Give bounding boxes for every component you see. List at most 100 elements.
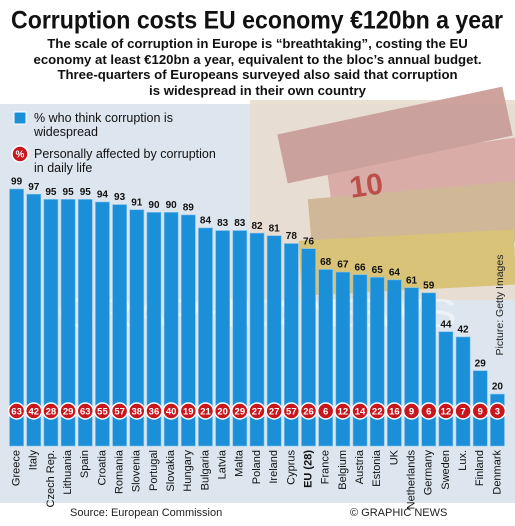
affected-label: 6 — [426, 407, 431, 418]
bar — [95, 201, 110, 447]
value-label: 67 — [337, 260, 349, 271]
bar — [112, 204, 127, 447]
bar — [490, 393, 505, 447]
affected-label: 16 — [389, 407, 400, 418]
value-label: 20 — [492, 382, 504, 393]
affected-marker — [265, 402, 283, 420]
bar — [335, 271, 351, 447]
x-tick-label: Bulgaria — [199, 449, 211, 490]
bar — [301, 248, 316, 447]
x-tick-label: Malta — [234, 449, 246, 477]
legend-label: % who think corruption is widespread — [34, 111, 173, 139]
x-tick-label: Romania — [114, 449, 126, 494]
x-tick-label: Belgium — [337, 450, 349, 490]
x-tick-label: Croatia — [96, 449, 108, 485]
x-tick-label: Slovenia — [131, 449, 143, 492]
value-label: 78 — [286, 231, 298, 242]
value-label: 95 — [45, 187, 57, 198]
value-label: 99 — [11, 177, 23, 188]
svg-text:10: 10 — [347, 167, 385, 204]
affected-label: 14 — [355, 407, 366, 418]
affected-marker — [213, 402, 232, 420]
affected-label: 12 — [338, 407, 349, 418]
x-tick-label: France — [320, 450, 332, 484]
value-label: 83 — [217, 218, 229, 229]
affected-label: 9 — [478, 407, 483, 418]
affected-label: 29 — [63, 407, 74, 418]
affected-marker — [110, 402, 129, 420]
x-tick-label: Finland — [474, 450, 486, 486]
affected-label: 6 — [323, 407, 328, 418]
affected-label: 9 — [409, 407, 414, 418]
bar — [60, 199, 76, 447]
x-tick-label: Cyprus — [285, 450, 297, 485]
bar — [163, 212, 179, 447]
copyright: © GRAPHIC NEWS — [350, 507, 447, 519]
affected-marker — [454, 402, 472, 420]
affected-label: 42 — [28, 407, 39, 418]
affected-marker — [248, 402, 266, 420]
subtitle: The scale of corruption in Europe is “br… — [0, 36, 515, 98]
value-label: 93 — [114, 192, 126, 203]
bar — [9, 188, 24, 447]
x-tick-label: Italy — [28, 450, 40, 471]
bar — [404, 287, 419, 447]
affected-marker — [42, 402, 60, 420]
affected-label: 63 — [11, 407, 22, 418]
value-label: 44 — [440, 319, 452, 330]
affected-label: 22 — [372, 407, 383, 418]
affected-label: 38 — [132, 407, 143, 418]
value-label: 65 — [372, 265, 384, 276]
value-label: 59 — [423, 280, 435, 291]
affected-marker — [334, 402, 352, 420]
picture-credit: Picture: Getty Images — [494, 255, 506, 356]
x-tick-label: Sweden — [440, 450, 452, 490]
affected-marker — [316, 402, 335, 420]
x-tick-label: UK — [388, 449, 400, 465]
bar — [129, 209, 145, 447]
affected-marker — [419, 402, 438, 420]
value-label: 61 — [406, 275, 418, 286]
affected-label: 57 — [114, 407, 125, 418]
source: Source: European Commission — [70, 507, 222, 519]
x-tick-label: Spain — [79, 450, 91, 478]
bar — [77, 199, 93, 447]
bar — [232, 230, 248, 447]
x-tick-label: Lux. — [457, 450, 469, 471]
value-label: 89 — [183, 203, 195, 214]
affected-label: 20 — [217, 407, 228, 418]
bar — [318, 269, 334, 447]
affected-label: 12 — [441, 407, 452, 418]
legend-symbol-text: % — [16, 150, 25, 161]
affected-marker — [179, 402, 198, 420]
affected-label: 26 — [303, 407, 314, 418]
affected-marker — [76, 402, 95, 420]
bar — [43, 199, 59, 447]
subtitle-line: Three-quarters of Europeans surveyed als… — [57, 67, 458, 82]
bar — [352, 274, 368, 447]
affected-label: 3 — [495, 407, 500, 418]
value-label: 95 — [80, 187, 92, 198]
chart-title: Corruption costs EU economy €120bn a yea… — [11, 7, 503, 35]
affected-marker — [437, 402, 455, 420]
affected-label: 27 — [252, 407, 263, 418]
x-tick-label: EU (28) — [302, 450, 314, 488]
affected-label: 29 — [235, 407, 246, 418]
affected-marker — [231, 402, 249, 420]
affected-label: 28 — [46, 407, 57, 418]
affected-label: 7 — [460, 407, 465, 418]
bar — [438, 331, 454, 447]
x-tick-label: Slovakia — [165, 449, 177, 491]
legend-swatch — [13, 111, 27, 125]
value-label: 42 — [458, 325, 470, 336]
bar — [369, 276, 385, 447]
value-label: 64 — [389, 267, 401, 278]
affected-marker — [128, 402, 146, 420]
x-tick-label: Lithuania — [62, 449, 74, 495]
affected-label: 63 — [80, 407, 91, 418]
value-label: 81 — [269, 223, 281, 234]
x-tick-label: Netherlands — [405, 450, 417, 510]
bar — [421, 292, 437, 447]
